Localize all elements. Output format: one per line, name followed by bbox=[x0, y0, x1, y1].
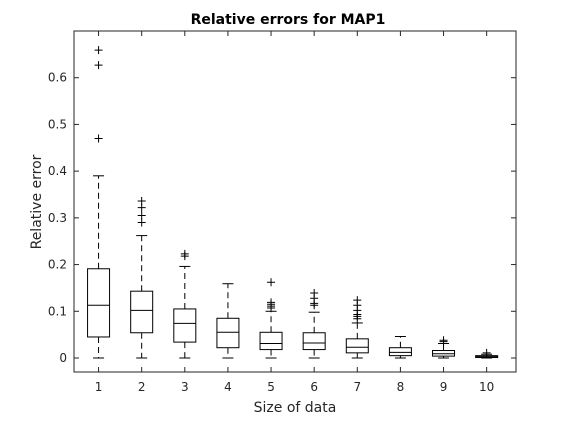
boxes bbox=[87, 46, 499, 359]
x-axis-label: Size of data bbox=[254, 400, 337, 416]
interquartile-box bbox=[345, 338, 369, 354]
interquartile-box bbox=[259, 331, 283, 351]
y-tick-label: 0.5 bbox=[48, 117, 67, 131]
x-tick-label: 4 bbox=[224, 380, 232, 394]
x-tick-label: 9 bbox=[440, 380, 448, 394]
box-1 bbox=[87, 46, 111, 359]
outlier-marker bbox=[137, 211, 146, 220]
outlier-marker bbox=[482, 348, 491, 357]
outlier-marker bbox=[180, 249, 189, 258]
y-tick-label: 0 bbox=[59, 351, 67, 365]
box-4 bbox=[216, 283, 240, 359]
x-tick-label: 6 bbox=[310, 380, 318, 394]
box-8 bbox=[388, 335, 412, 359]
outlier-marker bbox=[267, 298, 276, 307]
x-tick-label: 10 bbox=[479, 380, 494, 394]
y-axis-label: Relative error bbox=[29, 154, 45, 249]
box-3 bbox=[173, 249, 197, 359]
y-tick-label: 0.4 bbox=[48, 164, 67, 178]
interquartile-box bbox=[216, 317, 240, 349]
x-tick-label: 7 bbox=[353, 380, 361, 394]
interquartile-box bbox=[302, 332, 326, 351]
x-tick-label: 3 bbox=[181, 380, 189, 394]
outlier-marker bbox=[94, 61, 103, 70]
x-tick-label: 5 bbox=[267, 380, 275, 394]
axis-ticks: 0 0.1 0.2 0.3 0.4 0.5 0.6 1 2 3 4 5 6 7 8 9 10 bbox=[48, 31, 516, 394]
interquartile-box bbox=[173, 308, 197, 343]
box-6 bbox=[302, 289, 326, 359]
y-tick-label: 0.3 bbox=[48, 211, 67, 225]
x-tick-label: 1 bbox=[95, 380, 103, 394]
outlier-marker bbox=[439, 336, 448, 345]
outlier-marker bbox=[137, 218, 146, 227]
outlier-marker bbox=[353, 296, 362, 305]
chart-title: Relative errors for MAP1 bbox=[191, 12, 386, 28]
box-7 bbox=[345, 296, 369, 359]
box-2 bbox=[130, 197, 154, 359]
outlier-marker bbox=[94, 134, 103, 143]
y-tick-label: 0.2 bbox=[48, 258, 67, 272]
outlier-marker bbox=[137, 197, 146, 206]
box-9 bbox=[432, 336, 456, 359]
box-5 bbox=[259, 278, 283, 359]
outlier-marker bbox=[94, 46, 103, 55]
interquartile-box bbox=[87, 268, 111, 338]
interquartile-box bbox=[130, 290, 154, 334]
box-10 bbox=[475, 348, 499, 359]
plot-area-frame bbox=[73, 30, 517, 373]
outlier-marker bbox=[310, 289, 319, 298]
y-tick-label: 0.1 bbox=[48, 304, 67, 318]
outlier-marker bbox=[267, 278, 276, 287]
x-tick-label: 2 bbox=[138, 380, 146, 394]
y-tick-label: 0.6 bbox=[48, 71, 67, 85]
interquartile-box bbox=[388, 347, 412, 357]
x-tick-label: 8 bbox=[397, 380, 405, 394]
